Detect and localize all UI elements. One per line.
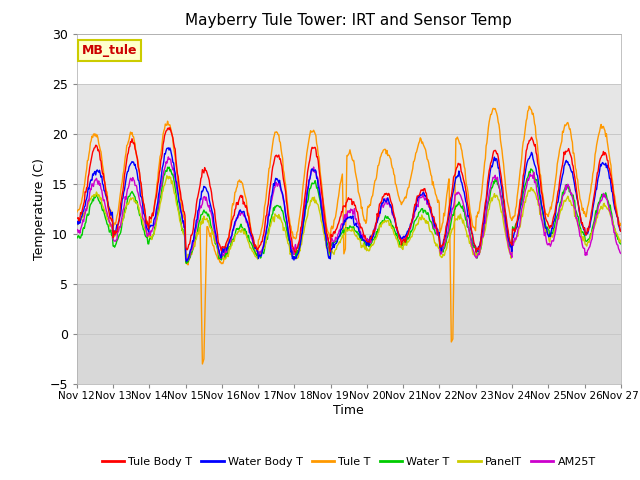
Y-axis label: Temperature (C): Temperature (C) <box>33 158 47 260</box>
Legend: Tule Body T, Water Body T, Tule T, Water T, PanelT, AM25T: Tule Body T, Water Body T, Tule T, Water… <box>97 453 600 471</box>
Bar <box>77 284 621 384</box>
Title: Mayberry Tule Tower: IRT and Sensor Temp: Mayberry Tule Tower: IRT and Sensor Temp <box>186 13 512 28</box>
Bar <box>77 34 621 84</box>
X-axis label: Time: Time <box>333 404 364 417</box>
Text: MB_tule: MB_tule <box>82 44 138 57</box>
Bar <box>77 84 621 284</box>
